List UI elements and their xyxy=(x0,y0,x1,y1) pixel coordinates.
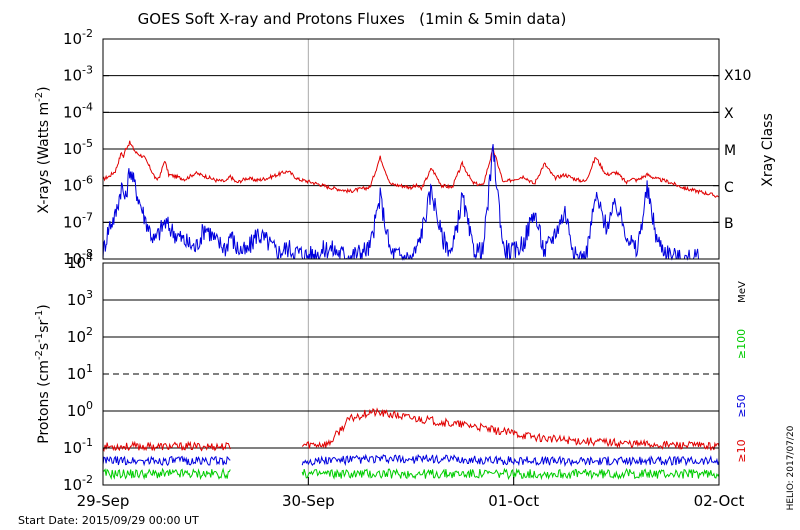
xray-panel: 10-2 10-3 10-4 10-5 10-6 10-7 10-8 X10 X M C B Xra… xyxy=(34,27,776,268)
xray-class-labels: X10 X M C B xyxy=(724,68,751,232)
xray-y-tick-label: 10-6 xyxy=(63,174,93,195)
xray-y-axis-label: X-rays (Watts m-2) xyxy=(34,86,52,213)
chart-title: GOES Soft X-ray and Protons Fluxes (1min… xyxy=(138,10,567,28)
protons-panel: 104 103 102 101 100 10-1 10-2 29-Sep 30-Sep 01-O… xyxy=(34,251,748,510)
protons-grid xyxy=(103,263,719,485)
xray-class-label: X10 xyxy=(724,68,751,84)
xray-grid xyxy=(103,39,719,259)
energy-label: ≥50 xyxy=(735,394,748,417)
protons-y-ticks: 104 103 102 101 100 10-1 10-2 xyxy=(63,251,719,494)
energy-label: ≥10 xyxy=(735,439,748,462)
protons-y-tick-label: 103 xyxy=(67,288,93,309)
protons-y-tick-label: 102 xyxy=(67,325,93,346)
x-tick-label: 29-Sep xyxy=(77,492,130,510)
xray-y-tick-label: 10-4 xyxy=(63,100,93,121)
xray-y-ticks: 10-2 10-3 10-4 10-5 10-6 10-7 10-8 xyxy=(63,27,719,268)
xray-y-tick-label: 10-7 xyxy=(63,210,93,231)
protons-y-tick-label: 10-2 xyxy=(63,473,93,494)
protons-y-tick-label: 101 xyxy=(67,362,93,383)
protons-series xyxy=(102,407,720,481)
xray-y-tick-label: 10-5 xyxy=(63,137,93,158)
xray-short-channel-line xyxy=(102,144,699,261)
xray-class-label: B xyxy=(724,216,734,232)
start-date: Start Date: 2015/09/29 00:00 UT xyxy=(18,514,199,527)
protons-series-line-ge10 xyxy=(102,407,720,453)
xray-y-tick-label: 10-8 xyxy=(63,247,93,268)
x-tick-label: 02-Oct xyxy=(694,492,745,510)
xray-long-channel-line xyxy=(102,140,720,198)
x-tick-label: 01-Oct xyxy=(488,492,539,510)
protons-series-line-ge100 xyxy=(102,467,720,481)
protons-mev-title: MeV xyxy=(737,281,748,303)
energy-label: ≥100 xyxy=(735,329,748,359)
xray-class-label: M xyxy=(724,143,736,159)
protons-y-tick-label: 104 xyxy=(67,251,93,272)
xray-series xyxy=(102,140,720,261)
xray-y-tick-label: 10-2 xyxy=(63,27,93,48)
protons-y-tick-label: 10-1 xyxy=(63,436,93,457)
xray-class-axis-title: Xray Class xyxy=(760,113,776,187)
protons-y-axis-label: Protons (cm-2s-1sr-1) xyxy=(34,304,52,443)
protons-y-tick-label: 100 xyxy=(67,399,93,420)
x-tick-label: 30-Sep xyxy=(282,492,335,510)
credit-label: HELIO: 2017/07/20 xyxy=(786,425,796,510)
xray-y-tick-label: 10-3 xyxy=(63,64,93,85)
energy-labels: ≥100 ≥50 ≥10 xyxy=(735,329,748,463)
protons-series-line-ge50 xyxy=(102,453,720,468)
xray-class-label: C xyxy=(724,180,734,196)
xray-class-label: X xyxy=(724,106,734,122)
